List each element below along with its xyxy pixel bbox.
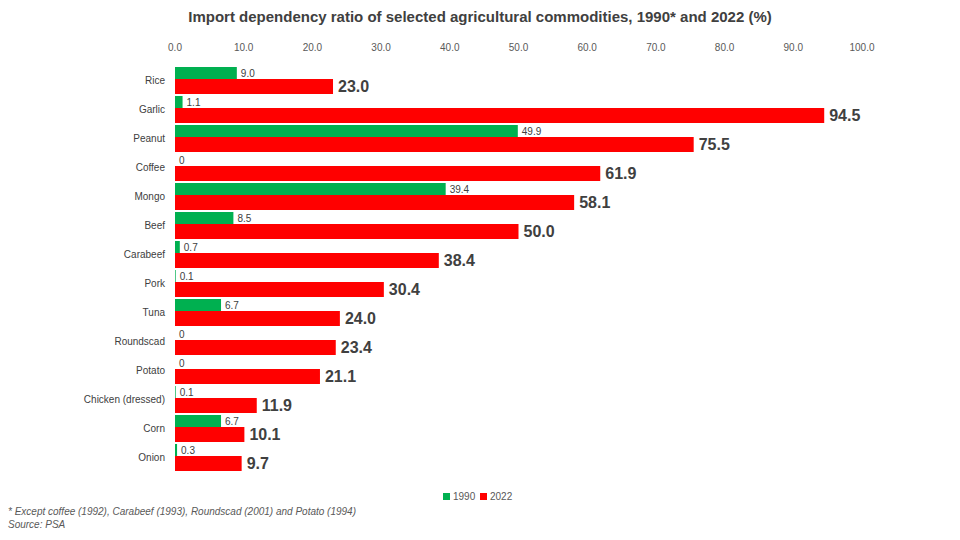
footnote: Source: PSA bbox=[8, 519, 66, 530]
bar bbox=[175, 154, 176, 166]
legend-swatch bbox=[480, 493, 487, 500]
data-label: 8.5 bbox=[237, 213, 251, 224]
tick-label: 70.0 bbox=[646, 42, 666, 53]
data-labels: 9.0 1.1 49.9 0 39.4 8.5 0.7 0.1 6.7 0 0 0.1 6.7 0.3 23… bbox=[179, 68, 860, 472]
category-label: Roundscad bbox=[114, 336, 165, 347]
bar bbox=[175, 270, 176, 282]
category-label: Beef bbox=[144, 220, 165, 231]
legend-swatch bbox=[443, 493, 450, 500]
tick-label: 50.0 bbox=[509, 42, 529, 53]
data-label: 11.9 bbox=[262, 397, 292, 414]
data-label: 0 bbox=[179, 329, 185, 340]
data-label: 24.0 bbox=[345, 310, 376, 327]
legend: 1990 2022 bbox=[443, 491, 513, 502]
bar bbox=[175, 369, 320, 384]
data-label: 75.5 bbox=[699, 136, 730, 153]
footnote: * Except coffee (1992), Carabeef (1993),… bbox=[8, 506, 356, 517]
data-label: 23.4 bbox=[341, 339, 372, 356]
data-label: 10.1 bbox=[249, 426, 280, 443]
bar bbox=[175, 398, 257, 413]
bar bbox=[175, 241, 180, 253]
data-label: 50.0 bbox=[524, 223, 555, 240]
category-label: Coffee bbox=[136, 162, 166, 173]
bar bbox=[175, 311, 340, 326]
bar bbox=[175, 224, 519, 239]
tick-label: 80.0 bbox=[715, 42, 735, 53]
bar bbox=[175, 253, 439, 268]
bar bbox=[175, 340, 336, 355]
bar bbox=[175, 79, 333, 94]
tick-label: 90.0 bbox=[784, 42, 804, 53]
data-label: 30.4 bbox=[389, 281, 420, 298]
bar bbox=[175, 96, 183, 108]
chart: Import dependency ratio of selected agri… bbox=[0, 0, 960, 540]
data-label: 0.1 bbox=[180, 387, 194, 398]
category-label: Mongo bbox=[134, 191, 165, 202]
bar bbox=[175, 415, 221, 427]
bar bbox=[175, 183, 446, 195]
bar bbox=[175, 282, 384, 297]
bar bbox=[175, 166, 600, 181]
data-label: 9.7 bbox=[247, 455, 269, 472]
bar bbox=[175, 444, 177, 456]
bar bbox=[175, 108, 824, 123]
category-label: Carabeef bbox=[124, 249, 165, 260]
data-label: 94.5 bbox=[829, 107, 860, 124]
category-label: Chicken (dressed) bbox=[84, 394, 165, 405]
data-label: 0.3 bbox=[181, 445, 195, 456]
tick-label: 30.0 bbox=[371, 42, 391, 53]
bar bbox=[175, 357, 176, 369]
bars bbox=[175, 67, 824, 471]
bar bbox=[175, 328, 176, 340]
data-label: 0 bbox=[179, 155, 185, 166]
data-label: 6.7 bbox=[225, 416, 239, 427]
category-label: Peanut bbox=[133, 133, 165, 144]
category-label: Pork bbox=[144, 278, 166, 289]
data-label: 38.4 bbox=[444, 252, 475, 269]
bar bbox=[175, 456, 242, 471]
title: Import dependency ratio of selected agri… bbox=[188, 8, 772, 25]
data-label: 49.9 bbox=[522, 126, 542, 137]
category-label: Onion bbox=[138, 452, 165, 463]
tick-label: 100.0 bbox=[849, 42, 874, 53]
category-label: Corn bbox=[143, 423, 165, 434]
bar bbox=[175, 195, 574, 210]
data-label: 23.0 bbox=[338, 78, 369, 95]
tick-label: 40.0 bbox=[440, 42, 460, 53]
category-label: Garlic bbox=[139, 104, 165, 115]
tick-label: 60.0 bbox=[577, 42, 597, 53]
tick-label: 20.0 bbox=[303, 42, 323, 53]
data-label: 21.1 bbox=[325, 368, 356, 385]
data-label: 9.0 bbox=[241, 68, 255, 79]
bar bbox=[175, 125, 518, 137]
background bbox=[0, 0, 960, 540]
bar bbox=[175, 386, 176, 398]
bar bbox=[175, 67, 237, 79]
tick-label: 10.0 bbox=[234, 42, 254, 53]
category-label: Rice bbox=[145, 75, 165, 86]
data-label: 1.1 bbox=[187, 97, 201, 108]
bar bbox=[175, 137, 694, 152]
data-label: 39.4 bbox=[450, 184, 470, 195]
category-label: Potato bbox=[136, 365, 165, 376]
data-label: 58.1 bbox=[579, 194, 610, 211]
legend-label: 2022 bbox=[490, 491, 513, 502]
bar bbox=[175, 212, 233, 224]
data-label: 0.1 bbox=[180, 271, 194, 282]
category-label: Tuna bbox=[143, 307, 166, 318]
data-label: 0.7 bbox=[184, 242, 198, 253]
data-label: 0 bbox=[179, 358, 185, 369]
legend-label: 1990 bbox=[453, 491, 476, 502]
bar bbox=[175, 427, 244, 442]
tick-label: 0.0 bbox=[168, 42, 182, 53]
bar bbox=[175, 299, 221, 311]
data-label: 61.9 bbox=[605, 165, 636, 182]
data-label: 6.7 bbox=[225, 300, 239, 311]
